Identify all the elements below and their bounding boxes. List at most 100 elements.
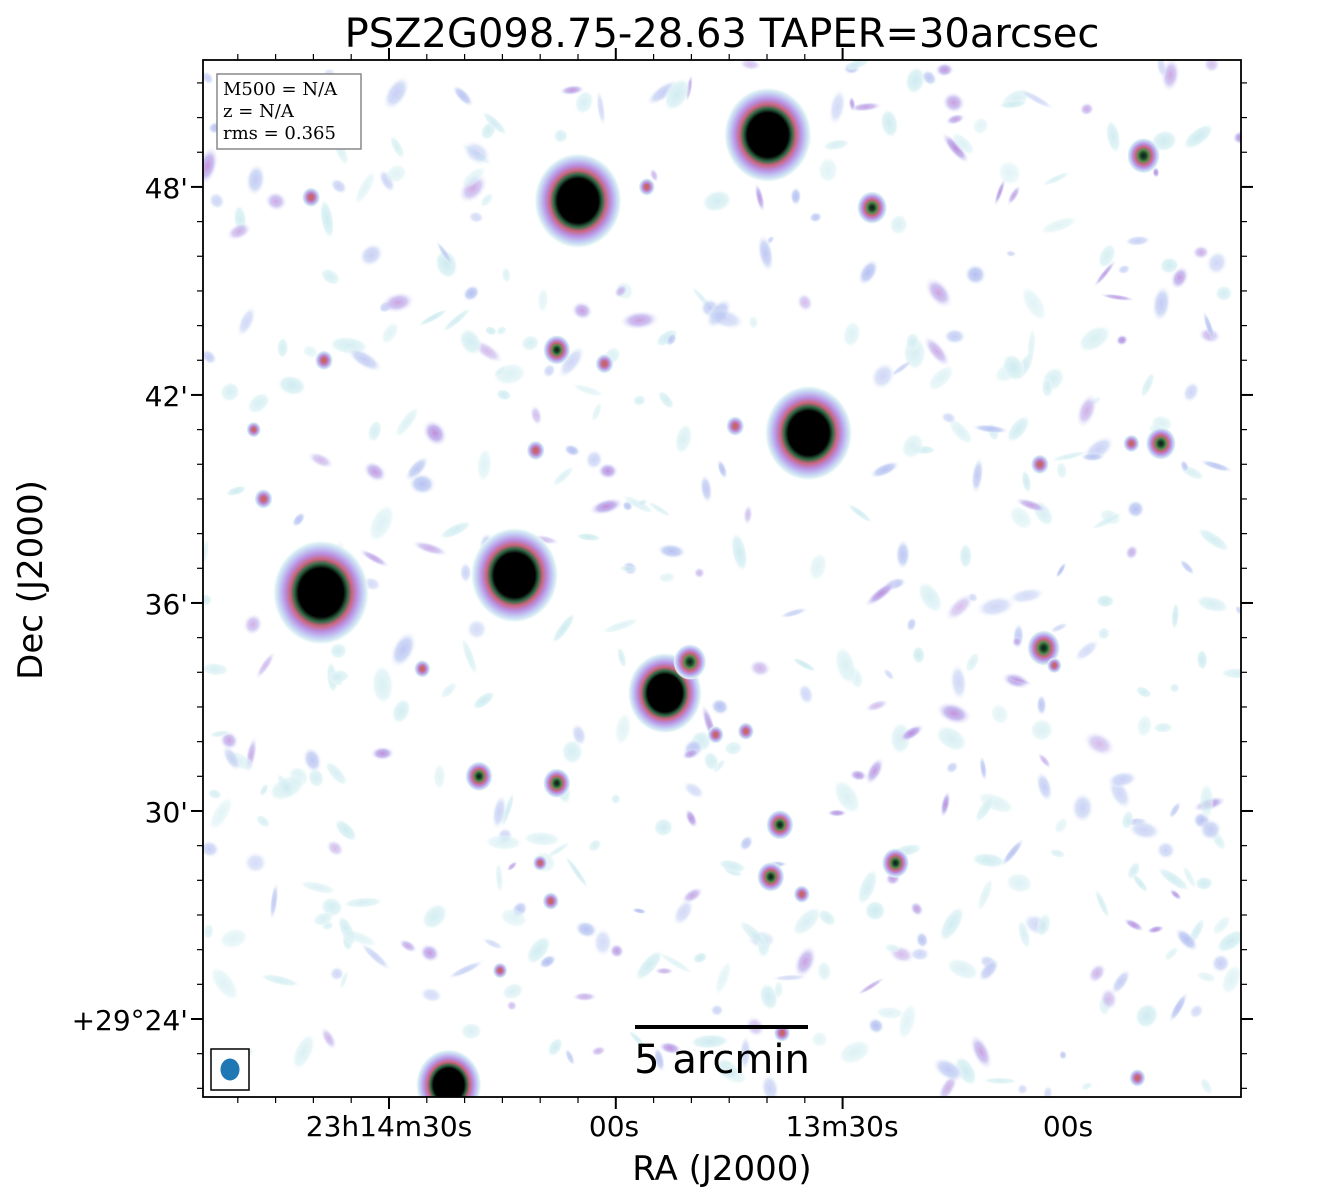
diffuse-emission-patch (738, 834, 754, 852)
diffuse-emission-patch (810, 1030, 829, 1048)
diffuse-emission-patch (628, 1030, 646, 1048)
diffuse-emission-patch (1168, 991, 1189, 1024)
diffuse-emission-patch (218, 927, 249, 950)
diffuse-emission-patch (225, 485, 247, 497)
diffuse-emission-patch (1117, 264, 1131, 275)
diffuse-emission-patch (1036, 912, 1052, 938)
diffuse-emission-patch (1049, 848, 1066, 859)
diffuse-emission-patch (905, 616, 918, 633)
scale-bar: 5 arcmin (634, 1025, 810, 1083)
diffuse-emission-patch (714, 960, 732, 996)
diffuse-emission-patch (656, 543, 688, 560)
diffuse-emission-patch (481, 937, 505, 950)
diffuse-emission-patch (958, 542, 973, 570)
diffuse-emission-patch (723, 740, 743, 756)
diffuse-emission-patch (320, 1026, 338, 1051)
diffuse-emission-patch (1182, 123, 1215, 150)
diffuse-emission-patch (371, 664, 394, 706)
diffuse-emission-patch (276, 337, 289, 359)
diffuse-emission-patch (460, 1022, 483, 1041)
diffuse-emission-patch (1016, 1083, 1029, 1096)
diffuse-emission-patch (1080, 452, 1106, 462)
diffuse-emission-patch (837, 1039, 872, 1066)
diffuse-emission-patch (716, 458, 728, 480)
diffuse-emission-patch (329, 177, 348, 195)
diffuse-emission-patch (672, 898, 695, 927)
diffuse-emission-patch (434, 248, 459, 280)
diffuse-emission-patch (703, 751, 720, 772)
diffuse-emission-patch (1157, 866, 1191, 892)
diffuse-emission-patch (964, 263, 987, 286)
diffuse-emission-patch (1055, 561, 1067, 579)
radio-source-weak (314, 350, 334, 371)
diffuse-emission-patch (1124, 544, 1139, 561)
diffuse-emission-patch (631, 907, 648, 915)
diffuse-emission-patch (520, 334, 540, 352)
diffuse-emission-patch (909, 946, 931, 962)
diffuse-emission-patch (993, 177, 1006, 207)
diffuse-emission-patch (1055, 461, 1068, 480)
diffuse-emission-patch (1110, 968, 1132, 996)
diffuse-emission-patch (501, 266, 512, 284)
diffuse-emission-patch (898, 723, 925, 743)
diffuse-emission-patch (459, 561, 473, 584)
diffuse-emission-patch (684, 808, 699, 829)
diffuse-emission-patch (760, 1073, 780, 1097)
diffuse-emission-patch (575, 532, 602, 542)
info-rms: rms = 0.365 (223, 123, 336, 144)
diffuse-emission-patch (778, 607, 809, 619)
diffuse-emission-patch (245, 162, 266, 197)
diffuse-emission-patch (974, 794, 996, 824)
diffuse-emission-patch (551, 612, 576, 645)
info-mass: M500 = N/A (223, 79, 338, 100)
diffuse-emission-patch (246, 392, 271, 415)
y-axis-label: Dec (J2000) (11, 480, 51, 680)
diffuse-emission-patch (1106, 770, 1139, 789)
diffuse-emission-patch (816, 960, 832, 982)
radio-source-medium (881, 848, 910, 878)
diffuse-emission-patch (1097, 626, 1111, 641)
radio-source-strong (533, 152, 623, 249)
diffuse-emission-patch (864, 699, 890, 713)
diffuse-emission-patch (312, 911, 334, 927)
diffuse-emission-patch (868, 460, 901, 479)
diffuse-emission-patch (1171, 602, 1180, 631)
diffuse-emission-patch (243, 851, 268, 875)
diffuse-emission-patch (808, 211, 823, 223)
diffuse-emission-patch (917, 580, 944, 614)
diffuse-emission-patch (935, 701, 973, 726)
diffuse-emission-patch (1182, 865, 1197, 889)
diffuse-emission-patch (1188, 1003, 1205, 1020)
diffuse-emission-patch (897, 1002, 917, 1041)
diffuse-emission-patch (997, 160, 1022, 186)
diffuse-emission-patch (1115, 334, 1129, 346)
diffuse-emission-patch (410, 540, 450, 557)
diffuse-emission-patch (793, 944, 818, 979)
diffuse-emission-patch (1211, 915, 1232, 936)
diffuse-emission-patch (701, 189, 733, 213)
diffuse-emission-patch (1041, 377, 1054, 399)
diffuse-emission-patch (940, 790, 951, 819)
diffuse-emission-patch (380, 321, 400, 345)
diffuse-emission-patch (1168, 801, 1182, 820)
radio-source-medium (766, 809, 794, 840)
diffuse-emission-patch (1000, 837, 1025, 868)
diffuse-emission-patch (699, 473, 713, 505)
diffuse-emission-patch (574, 89, 595, 115)
diffuse-emission-patch (203, 662, 230, 677)
diffuse-emission-patch (943, 328, 967, 345)
diffuse-emission-patch (826, 809, 848, 817)
diffuse-emission-patch (601, 618, 640, 634)
diffuse-emission-patch (587, 838, 602, 853)
diffuse-emission-patch (1005, 250, 1017, 258)
diffuse-emission-patch (856, 868, 879, 906)
diffuse-emission-patch (291, 1032, 316, 1071)
radio-source-weak (492, 962, 508, 979)
diffuse-emission-patch (1152, 722, 1174, 734)
diffuse-emission-patch (419, 986, 444, 1004)
diffuse-emission-patch (495, 325, 507, 336)
diffuse-emission-patch (339, 970, 349, 990)
diffuse-emission-patch (796, 292, 814, 313)
diffuse-emission-patch (888, 213, 909, 236)
